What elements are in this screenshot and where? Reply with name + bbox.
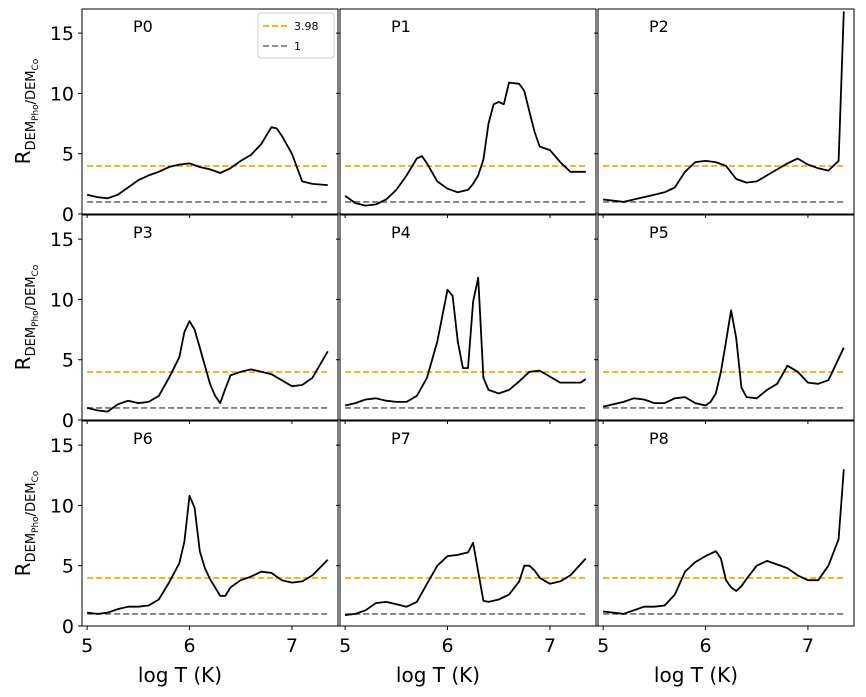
x-axis-label: log T (K) [396,663,480,687]
y-axis-label-sub: DEM [24,121,39,150]
y-tick-label: 10 [50,289,74,311]
panel-p4: P4 [336,214,597,424]
y-axis-label: RDEMPho/DEMCo [11,264,41,370]
y-axis-label: RDEMPho/DEMCo [11,58,41,164]
y-axis-label-sep: /DEM [24,70,39,104]
y-tick-label: 0 [62,410,74,432]
y-tick-label: 5 [62,144,74,166]
panel-label: P7 [391,429,411,448]
panel-label: P1 [391,17,411,36]
panel-label: P3 [133,223,153,242]
x-tick-label: 5 [597,635,609,657]
y-tick-label: 0 [62,204,74,226]
y-tick-label: 0 [62,616,74,638]
data-line [602,11,845,203]
panel-label: P6 [133,429,153,448]
y-axis-label-sep: /DEM [24,482,39,516]
panel-frame [81,8,339,215]
legend-label: 3.98 [294,20,319,33]
data-line [86,494,329,615]
y-axis-label-subsub: Co [31,58,41,70]
x-tick-label: 6 [699,635,711,657]
panel-frame [81,214,339,421]
panel-label: P8 [649,429,669,448]
x-tick-label: 5 [339,635,351,657]
data-line [86,126,328,200]
legend-label: 1 [294,40,301,53]
y-axis-label-main: R [11,150,35,164]
data-line [86,320,329,413]
x-tick-label: 6 [441,635,453,657]
y-axis-label-subsub: Co [31,264,41,276]
x-axis-label: log T (K) [654,663,738,687]
y-axis-label-subsub: Co [31,470,41,482]
panel-frame [339,420,597,627]
panel-frame [339,214,597,421]
panel-label: P5 [649,223,669,242]
panel-p8: 5 6 7 P8 log T (K) [594,420,855,687]
data-line [602,309,845,408]
y-axis-label: RDEMPho/DEMCo [11,470,41,576]
y-axis-label-subsub: Pho [31,104,41,121]
data-line [344,541,587,616]
panel-p0: 0 5 10 15 P0 RDEMPho/DEMCo 3.98 1 [11,8,339,226]
y-axis-label-subsub: Pho [31,310,41,327]
data-line [602,469,845,615]
x-tick-label: 5 [81,635,93,657]
y-tick-label: 5 [62,556,74,578]
panel-p5: P5 [594,214,855,424]
panel-label: P4 [391,223,411,242]
panel-frame [597,420,855,627]
data-line [344,276,587,407]
y-axis-label-main: R [11,356,35,370]
y-tick-label: 15 [50,435,74,457]
panel-label: P2 [649,17,669,36]
x-tick-label: 7 [286,635,298,657]
legend: 3.98 1 [257,12,335,59]
panel-frame [597,8,855,215]
y-tick-label: 15 [50,229,74,251]
x-axis-label: log T (K) [138,663,222,687]
y-axis-label-sep: /DEM [24,276,39,310]
y-axis-label-subsub: Pho [31,516,41,533]
y-axis-label-main: R [11,562,35,576]
y-axis-label-sub: DEM [24,533,39,562]
panel-frame [597,214,855,421]
panel-p1: P1 [336,8,597,218]
x-tick-label: 7 [802,635,814,657]
x-tick-label: 7 [544,635,556,657]
panel-p7: 5 6 7 P7 log T (K) [336,420,597,687]
y-tick-label: 10 [50,83,74,105]
y-axis-label-sub: DEM [24,327,39,356]
panel-frame [81,420,339,627]
y-tick-label: 10 [50,495,74,517]
y-tick-label: 15 [50,23,74,45]
panel-p2: P2 [594,8,855,218]
y-tick-label: 5 [62,350,74,372]
panel-frame [339,8,597,215]
x-tick-label: 6 [183,635,195,657]
data-line [344,81,586,207]
panel-p3: 0 5 10 15 P3 RDEMPho/DEMCo [11,214,339,432]
panel-label: P0 [133,17,153,36]
